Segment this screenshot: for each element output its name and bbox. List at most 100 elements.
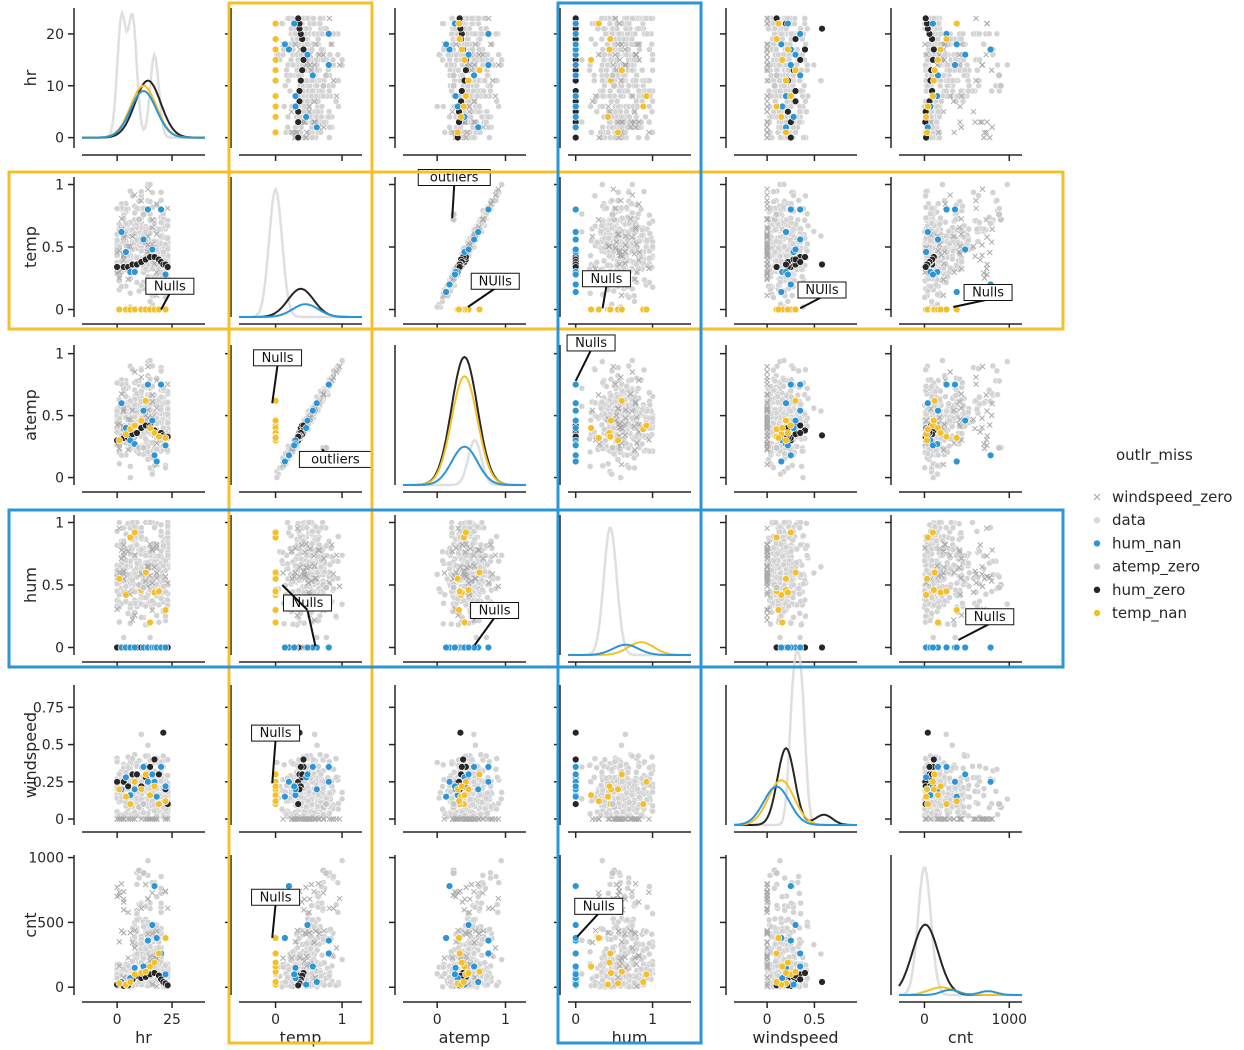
windspeed-zero-point (320, 124, 327, 131)
data-point (623, 51, 630, 58)
temp_nan-point (942, 305, 951, 314)
windspeed-zero-point (311, 62, 318, 68)
hum_nan-point (929, 270, 937, 279)
data-point (113, 237, 121, 244)
data-point (488, 41, 496, 48)
data-point (1004, 181, 1011, 188)
temp_nan-point (456, 35, 464, 43)
windspeed-zero-point (467, 62, 473, 68)
windspeed-zero-point (471, 98, 478, 105)
data-point (127, 416, 134, 424)
data-point (952, 216, 959, 224)
data-point (597, 228, 605, 235)
hum_zero-point (796, 258, 804, 266)
data-point (118, 451, 125, 459)
data-point (591, 192, 599, 200)
hum_nan-point (117, 399, 126, 407)
data-point (303, 41, 311, 48)
hum_nan-point (484, 205, 493, 214)
temp_nan-point (642, 92, 651, 100)
data-point (498, 181, 505, 188)
hum_nan-point (281, 40, 289, 48)
data-point (329, 56, 337, 64)
data-point (958, 258, 965, 265)
windspeed-zero-point (453, 41, 459, 48)
hum_nan-point (952, 288, 961, 296)
hum_nan-point (464, 245, 473, 254)
hum_nan-point (302, 113, 310, 121)
data-point (476, 103, 483, 110)
data-point (614, 364, 622, 371)
data-point (810, 61, 818, 69)
data-point (803, 25, 811, 32)
data-point (928, 205, 936, 212)
data-point (957, 35, 965, 43)
data-point (309, 134, 316, 141)
data-point (633, 98, 640, 105)
temp_nan-point (271, 128, 280, 137)
panel-atemp-vs-temp (225, 345, 362, 498)
data-point (617, 108, 624, 115)
windspeed-zero-point (988, 239, 995, 245)
data-point (164, 419, 171, 426)
temp_nan-point (618, 305, 626, 314)
data-point (593, 239, 601, 246)
hum_zero-point (462, 66, 470, 74)
data-point (304, 15, 311, 22)
data-point (318, 30, 326, 38)
data-point (959, 202, 966, 210)
data-point (485, 113, 492, 121)
temp_nan-point (455, 305, 463, 314)
hum_nan-point (784, 19, 792, 28)
windspeed-zero-point (292, 41, 299, 48)
temp_nan-point (606, 35, 614, 43)
data-point (946, 66, 953, 74)
data-point (446, 113, 453, 121)
data-point (985, 30, 993, 38)
hum_nan-point (986, 45, 995, 54)
hum_zero-point (801, 45, 809, 54)
data-point (626, 113, 633, 121)
windspeed-zero-point (461, 119, 468, 125)
data-point (989, 189, 997, 196)
windspeed-zero-point (336, 62, 343, 68)
kde-curve-hum_nan (403, 445, 526, 486)
data-point (285, 15, 292, 22)
windspeed-zero-point (288, 108, 295, 115)
data-point (765, 25, 772, 32)
data-point (599, 103, 606, 110)
data-point (800, 134, 807, 141)
data-point (765, 87, 773, 95)
data-point (631, 30, 639, 38)
hum_zero-point (784, 107, 792, 116)
data-point (320, 56, 327, 64)
hum_nan-point (484, 61, 493, 69)
data-point (592, 41, 599, 48)
data-point (498, 56, 505, 64)
data-point (142, 435, 149, 443)
data-point (974, 66, 981, 74)
data-point (588, 129, 595, 136)
data-point (946, 240, 953, 248)
y-tick-label: 10 (46, 79, 64, 95)
data-point (440, 103, 447, 110)
hum_nan-point (313, 123, 321, 132)
data-point (113, 407, 121, 415)
hum_nan-point (789, 113, 798, 121)
data-point (645, 103, 653, 110)
data-point (959, 98, 967, 105)
data-point (625, 189, 632, 196)
hum_nan-point (454, 102, 462, 111)
data-point (578, 56, 586, 64)
windspeed-zero-point (328, 41, 335, 48)
data-point (478, 113, 486, 121)
data-point (770, 294, 777, 301)
atemp_zero-point (997, 82, 1005, 90)
data-point (441, 129, 449, 136)
data-point (151, 237, 158, 245)
windspeed-zero-point (764, 98, 770, 105)
windspeed-zero-point (947, 192, 954, 198)
data-point (797, 225, 804, 233)
panel-temp-vs-hum (554, 177, 691, 330)
